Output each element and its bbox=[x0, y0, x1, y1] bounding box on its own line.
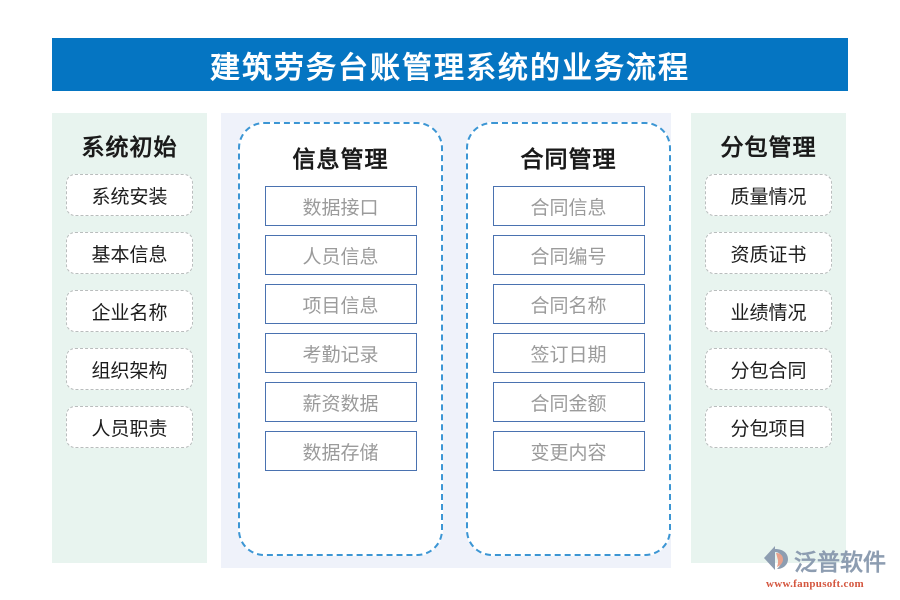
column-header-subcontract-management: 分包管理 bbox=[720, 135, 817, 160]
brand-name: 泛普软件 bbox=[794, 550, 886, 575]
column-info-management: 信息管理 数据接口 人员信息 项目信息 考勤记录 薪资数据 数据存储 bbox=[238, 122, 443, 556]
node-system-init-0[interactable]: 系统安装 bbox=[66, 174, 193, 216]
node-system-init-4[interactable]: 人员职责 bbox=[66, 406, 193, 448]
node-info-management-4[interactable]: 薪资数据 bbox=[264, 382, 417, 422]
brand-watermark: 泛普软件 www.fanpusoft.com bbox=[761, 543, 896, 591]
node-subcontract-4[interactable]: 分包项目 bbox=[705, 406, 832, 448]
column-subcontract-management: 分包管理 质量情况 资质证书 业绩情况 分包合同 分包项目 bbox=[691, 128, 846, 464]
brand-url: www.fanpusoft.com bbox=[766, 578, 864, 590]
node-system-init-1[interactable]: 基本信息 bbox=[66, 232, 193, 274]
node-contract-management-1[interactable]: 合同编号 bbox=[492, 235, 645, 275]
node-info-management-0[interactable]: 数据接口 bbox=[264, 186, 417, 226]
node-info-management-2[interactable]: 项目信息 bbox=[264, 284, 417, 324]
node-contract-management-3[interactable]: 签订日期 bbox=[492, 333, 645, 373]
node-subcontract-1[interactable]: 资质证书 bbox=[705, 232, 832, 274]
node-contract-management-2[interactable]: 合同名称 bbox=[492, 284, 645, 324]
page-title-banner: 建筑劳务台账管理系统的业务流程 bbox=[52, 38, 848, 91]
column-header-system-init: 系统初始 bbox=[81, 135, 178, 160]
column-contract-management: 合同管理 合同信息 合同编号 合同名称 签订日期 合同金额 变更内容 bbox=[466, 122, 671, 556]
node-info-management-1[interactable]: 人员信息 bbox=[264, 235, 417, 275]
column-system-init: 系统初始 系统安装 基本信息 企业名称 组织架构 人员职责 bbox=[52, 128, 207, 464]
column-header-info-management: 信息管理 bbox=[292, 147, 389, 172]
node-subcontract-2[interactable]: 业绩情况 bbox=[705, 290, 832, 332]
node-system-init-3[interactable]: 组织架构 bbox=[66, 348, 193, 390]
node-info-management-3[interactable]: 考勤记录 bbox=[264, 333, 417, 373]
node-system-init-2[interactable]: 企业名称 bbox=[66, 290, 193, 332]
node-subcontract-3[interactable]: 分包合同 bbox=[705, 348, 832, 390]
node-info-management-5[interactable]: 数据存储 bbox=[264, 431, 417, 471]
page-title: 建筑劳务台账管理系统的业务流程 bbox=[210, 51, 690, 85]
column-header-contract-management: 合同管理 bbox=[520, 147, 617, 172]
fanpu-logo-icon bbox=[761, 544, 791, 577]
node-subcontract-0[interactable]: 质量情况 bbox=[705, 174, 832, 216]
node-contract-management-4[interactable]: 合同金额 bbox=[492, 382, 645, 422]
node-contract-management-5[interactable]: 变更内容 bbox=[492, 431, 645, 471]
node-contract-management-0[interactable]: 合同信息 bbox=[492, 186, 645, 226]
